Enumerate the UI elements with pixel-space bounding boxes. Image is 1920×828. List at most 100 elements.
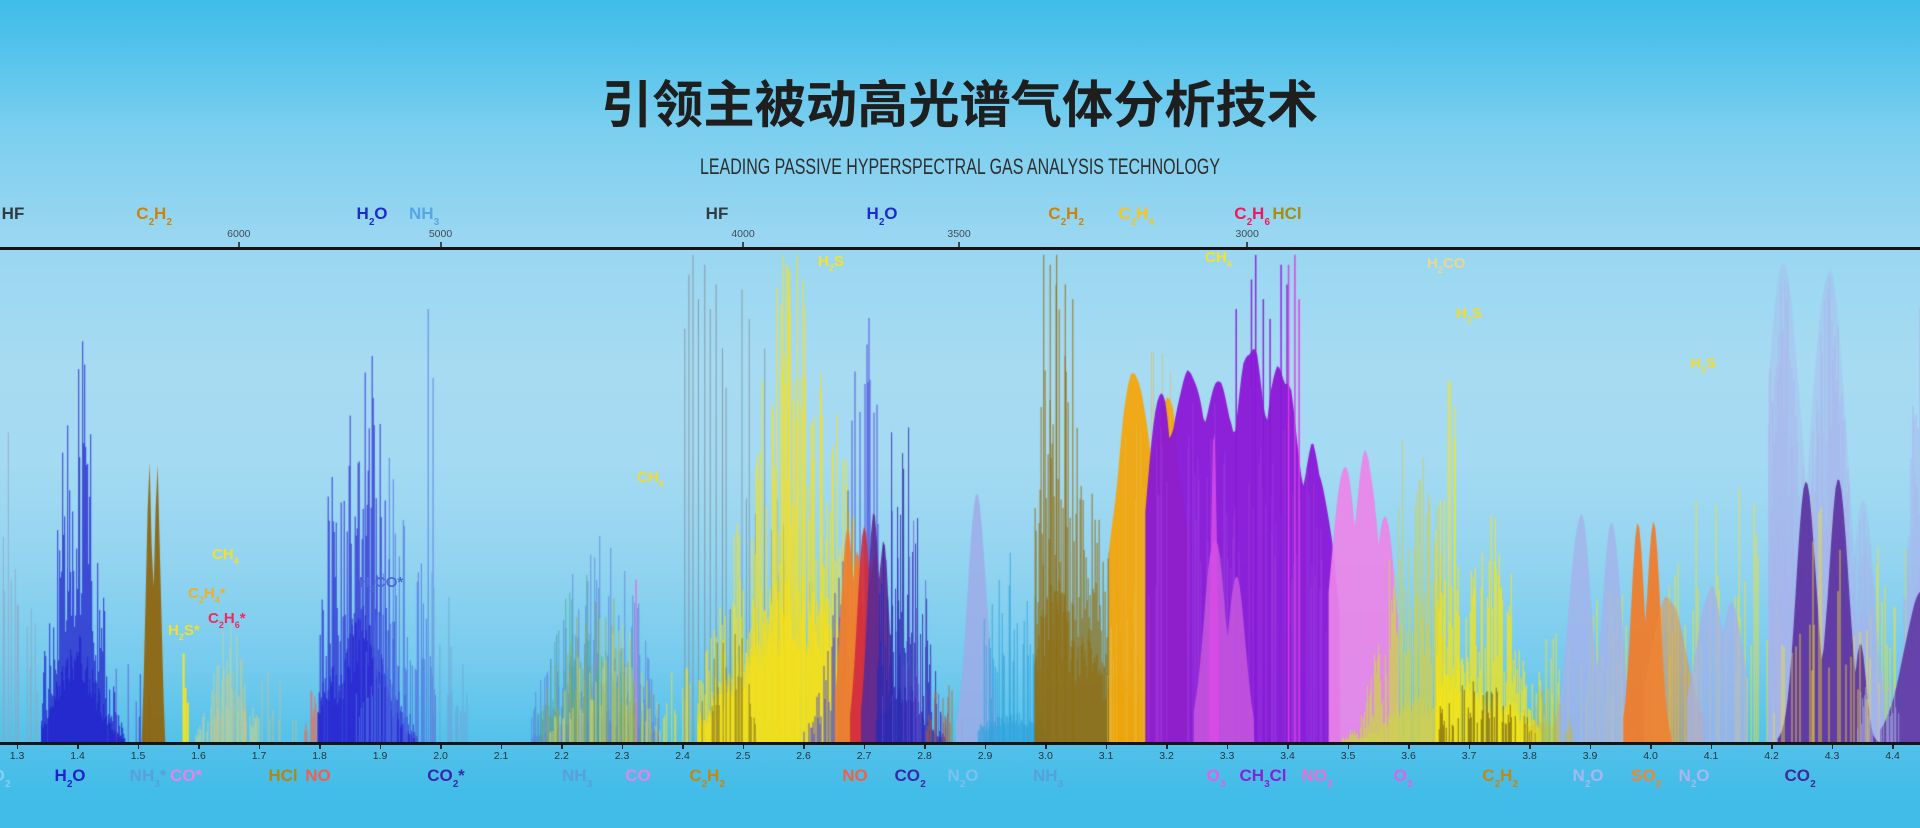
bottom-tick-label: 2.3 [614, 750, 630, 762]
top-species-label: HF [705, 204, 729, 223]
bottom-tick-mark [1831, 745, 1833, 749]
bottom-tick-mark [379, 745, 381, 749]
bottom-tick-mark [1650, 745, 1652, 749]
bottom-tick-mark [984, 745, 986, 749]
bottom-species-label: CO2 [894, 766, 926, 790]
top-species-label: NH3 [408, 204, 440, 228]
bottom-species-label: SO2 [1630, 766, 1662, 790]
bottom-tick-mark [500, 745, 502, 749]
bottom-species-label: CO2* [427, 766, 465, 790]
top-species-label: C2H2 [1048, 204, 1084, 228]
bottom-species-label: N2O [1678, 766, 1710, 790]
bottom-tick-mark [1045, 745, 1047, 749]
bottom-tick-label: 1.7 [251, 750, 267, 762]
bottom-tick-label: 4.4 [1885, 750, 1900, 762]
bottom-tick-mark [803, 745, 805, 749]
top-species-label: C2H4 [1118, 204, 1154, 228]
bottom-tick-mark [16, 745, 18, 749]
bottom-species-label: O3 [1393, 766, 1413, 790]
bottom-tick-mark [1347, 745, 1349, 749]
top-species-label: C2H6 [1234, 204, 1270, 228]
spectrum-annotation: H2S [1690, 355, 1716, 376]
bottom-tick-label: 2.1 [493, 750, 509, 762]
bottom-tick-mark [137, 745, 139, 749]
bottom-tick-label: 3.8 [1522, 750, 1537, 762]
bottom-tick-label: 3.5 [1340, 750, 1356, 762]
bottom-tick-label: 1.9 [372, 750, 388, 762]
bottom-tick-mark [1589, 745, 1591, 749]
bottom-species-label: CH3Cl [1239, 766, 1287, 790]
bottom-tick-mark [1287, 745, 1289, 749]
bottom-tick-label: 4.2 [1764, 750, 1779, 762]
bottom-tick-label: 2.5 [735, 750, 751, 762]
top-tick-mark [958, 242, 961, 247]
bottom-tick-mark [440, 745, 442, 749]
bottom-tick-mark [1105, 745, 1107, 749]
bottom-species-label: NH3 [1032, 766, 1064, 790]
bottom-species-label: C2H2 [689, 766, 725, 790]
spectrum-annotation: C2H6* [208, 610, 246, 631]
top-species-label: C2H2 [136, 204, 172, 228]
bottom-tick-label: 2.8 [917, 750, 932, 762]
top-tick-mark [1246, 242, 1249, 247]
bottom-species-label: NO [305, 766, 331, 785]
spectrum-annotation: H2S* [168, 622, 200, 643]
top-tick-label: 3000 [1235, 228, 1259, 240]
bottom-tick-label: 3.7 [1461, 750, 1477, 762]
bottom-tick-label: 3.4 [1280, 750, 1295, 762]
bottom-species-label: O2 [0, 766, 11, 790]
bottom-species-label: CO* [169, 766, 203, 785]
bottom-tick-label: 2.0 [433, 750, 448, 762]
bottom-tick-mark [863, 745, 865, 749]
top-species-label: HF [1, 204, 25, 223]
bottom-tick-mark [1771, 745, 1773, 749]
bottom-tick-label: 4.0 [1643, 750, 1658, 762]
bottom-tick-mark [742, 745, 744, 749]
bottom-tick-label: 1.5 [130, 750, 146, 762]
bottom-tick-label: 3.3 [1219, 750, 1235, 762]
bottom-tick-label: 1.8 [312, 750, 327, 762]
bottom-tick-label: 1.3 [9, 750, 25, 762]
top-axis-line [0, 247, 1920, 250]
bottom-tick-mark [621, 745, 623, 749]
bottom-tick-mark [1468, 745, 1470, 749]
spectrum-annotation: H2CO* [359, 574, 404, 595]
bottom-axis-line [0, 742, 1920, 745]
bottom-tick-label: 2.2 [554, 750, 569, 762]
bottom-tick-label: 3.2 [1159, 750, 1174, 762]
bottom-tick-mark [319, 745, 321, 749]
bottom-tick-label: 2.7 [856, 750, 872, 762]
bottom-tick-mark [1408, 745, 1410, 749]
bottom-tick-label: 4.1 [1703, 750, 1719, 762]
top-tick-label: 4000 [731, 228, 755, 240]
bottom-species-label: N2O [947, 766, 979, 790]
bottom-tick-label: 4.3 [1824, 750, 1840, 762]
bottom-tick-label: 2.4 [675, 750, 690, 762]
bottom-species-label: N2O [1572, 766, 1604, 790]
spectrum-annotation: CH4 [212, 546, 239, 567]
spectrum-annotation: CH4 [1205, 249, 1232, 270]
bottom-species-label: NO2 [1301, 766, 1333, 790]
bottom-tick-label: 2.6 [796, 750, 811, 762]
top-tick-label: 3500 [947, 228, 971, 240]
bottom-tick-mark [198, 745, 200, 749]
top-species-label: HCl [1272, 204, 1302, 223]
bottom-tick-label: 1.6 [191, 750, 206, 762]
spectrum-annotation: CH4 [637, 469, 664, 490]
bottom-species-label: C2H2 [1482, 766, 1518, 790]
bottom-tick-label: 3.9 [1582, 750, 1598, 762]
top-tick-mark [439, 242, 442, 247]
top-tick-mark [237, 242, 240, 247]
top-species-label: H2O [866, 204, 898, 228]
bottom-species-label: CO [625, 766, 651, 785]
spectrum-annotation: C2H4* [188, 585, 226, 606]
bottom-tick-mark [682, 745, 684, 749]
bottom-tick-mark [77, 745, 79, 749]
spectra-chart [0, 250, 1920, 742]
bottom-tick-label: 3.6 [1401, 750, 1416, 762]
bottom-tick-label: 1.4 [70, 750, 85, 762]
bottom-species-label: HCl [268, 766, 298, 785]
bottom-tick-label: 3.0 [1038, 750, 1053, 762]
spectrum-annotation: H2CO [1427, 255, 1466, 276]
